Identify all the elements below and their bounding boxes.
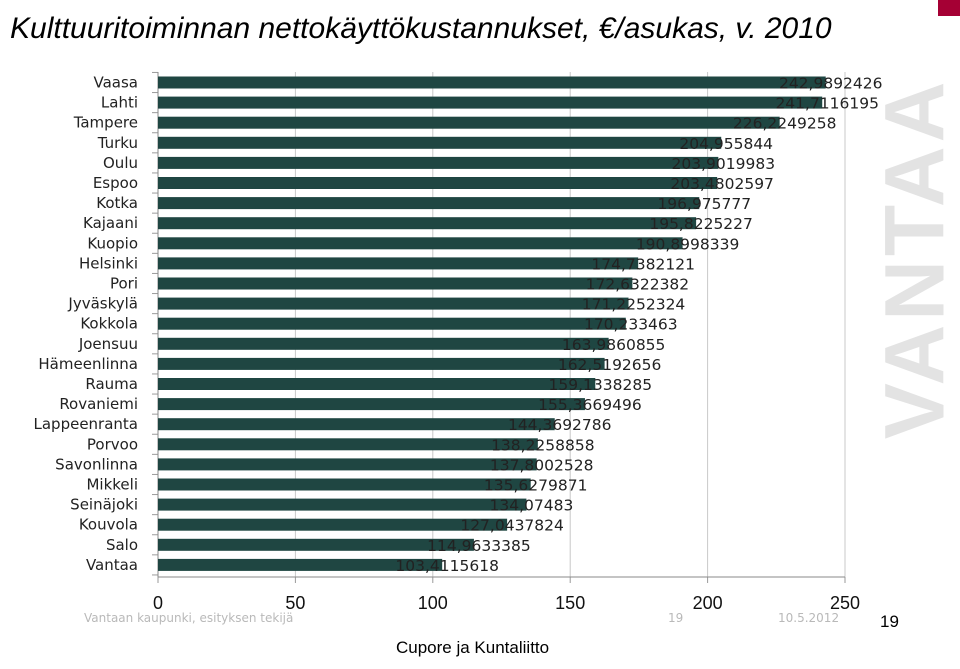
bar: [158, 398, 585, 411]
category-label: Kotka: [96, 194, 138, 212]
bar: [158, 136, 722, 149]
x-tick-label: 200: [693, 593, 723, 613]
category-label: Espoo: [93, 174, 138, 192]
category-label: Rovaniemi: [59, 395, 138, 413]
footer-presenter: Vantaan kaupunki, esityksen tekijä: [84, 611, 294, 625]
bar: [158, 498, 527, 511]
data-label: 134,07483: [490, 497, 574, 515]
category-label: Savonlinna: [55, 455, 138, 473]
category-label: Vantaa: [86, 556, 138, 574]
footer-page-number: 19: [668, 611, 684, 625]
x-tick-label: 100: [418, 593, 448, 613]
bar: [158, 257, 639, 270]
data-label: 162,5192656: [558, 356, 662, 374]
bar: [158, 197, 700, 210]
category-label: Lahti: [101, 94, 138, 112]
category-label: Tampere: [73, 114, 138, 132]
category-label: Seinäjoki: [70, 496, 138, 514]
bar: [158, 357, 605, 370]
data-label: 163,9860855: [562, 336, 666, 354]
slide-number: 19: [880, 612, 899, 631]
category-label: Helsinki: [79, 254, 138, 272]
data-label: 159,1338285: [549, 376, 653, 394]
bar: [158, 478, 531, 491]
x-tick-label: 0: [153, 593, 163, 613]
data-label: 172,6322382: [586, 276, 690, 294]
chart-title: Kulttuuritoiminnan nettokäyttökustannuks…: [10, 12, 832, 45]
bar: [158, 317, 626, 330]
data-label: 170,233463: [584, 316, 678, 334]
bar: [158, 277, 633, 290]
category-label: Kouvola: [79, 516, 138, 534]
category-label: Kajaani: [83, 214, 138, 232]
footer-date: 10.5.2012: [778, 611, 840, 625]
category-label: Salo: [106, 536, 138, 554]
bar: [158, 217, 697, 230]
bar: [158, 96, 823, 109]
category-label: Kokkola: [80, 315, 138, 333]
data-label: 241,7116195: [775, 95, 879, 113]
data-label: 138,2258858: [491, 436, 595, 454]
data-label: 103,4115618: [395, 557, 499, 575]
bar: [158, 438, 538, 451]
category-label: Joensuu: [78, 335, 138, 353]
data-label: 242,9892426: [779, 75, 883, 93]
data-label: 204,955844: [679, 135, 773, 153]
category-label: Vaasa: [94, 74, 139, 92]
data-label: 203,4802597: [670, 175, 774, 193]
data-label: 174,7382121: [591, 255, 695, 273]
data-label: 144,3692786: [508, 416, 612, 434]
data-label: 190,8998339: [636, 235, 740, 253]
category-label: Oulu: [103, 154, 138, 172]
bar: [158, 538, 474, 551]
data-label: 127,0437824: [460, 517, 564, 535]
category-label: Hämeenlinna: [38, 355, 138, 373]
data-label: 195,8225227: [649, 215, 753, 233]
x-tick-label: 150: [555, 593, 585, 613]
data-label: 196,975777: [657, 195, 751, 213]
bar: [158, 237, 683, 250]
bar: [158, 518, 508, 531]
data-label: 135,6279871: [484, 477, 588, 495]
bar: [158, 297, 629, 310]
bar: [158, 418, 555, 431]
bar: [158, 156, 719, 169]
category-label: Jyväskylä: [67, 295, 138, 313]
bar: [158, 177, 718, 189]
data-label: 137,8002528: [490, 456, 594, 474]
bar: [158, 116, 780, 129]
bar: [158, 378, 596, 390]
data-source: Cupore ja Kuntaliitto: [396, 638, 550, 657]
corner-accent-mark: [938, 0, 960, 16]
bar: [158, 337, 609, 350]
category-label: Turku: [97, 134, 138, 152]
data-label: 226,2249258: [733, 115, 837, 133]
category-label: Porvoo: [87, 435, 138, 453]
x-tick-label: 250: [830, 593, 860, 613]
x-tick-label: 50: [285, 593, 305, 613]
category-label: Pori: [110, 275, 138, 293]
category-label: Lappeenranta: [34, 415, 139, 433]
data-label: 203,9019983: [672, 155, 776, 173]
bar: [158, 558, 443, 571]
category-label: Mikkeli: [86, 476, 138, 494]
data-label: 171,2252324: [582, 296, 686, 314]
bar: [158, 76, 826, 89]
category-label: Rauma: [85, 375, 138, 393]
data-label: 114,9633385: [427, 537, 531, 555]
category-label: Kuopio: [87, 234, 138, 252]
bar: [158, 458, 537, 471]
data-label: 155,3669496: [538, 396, 642, 414]
